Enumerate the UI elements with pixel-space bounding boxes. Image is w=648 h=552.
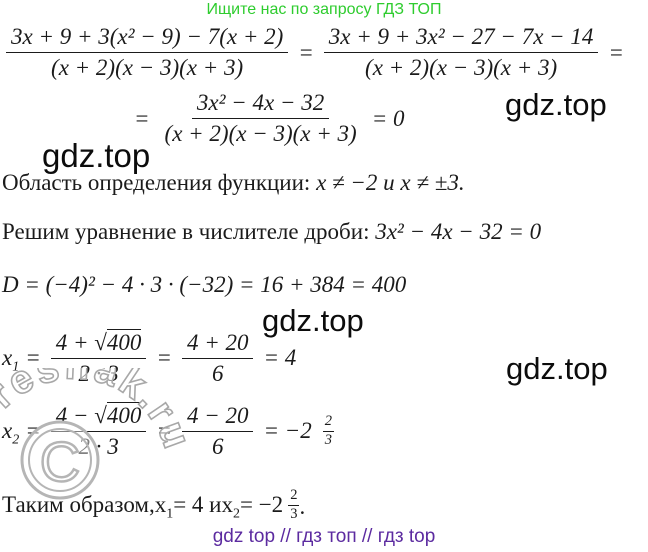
x1-line: x1 = 4 + √400 2 · 3 = 4 + 20 6 = 4 [2, 329, 302, 388]
numerator-equation-line: Решим уравнение в числителе дроби: 3x² −… [2, 219, 541, 245]
radicand: 400 [106, 329, 142, 355]
equation-line-2: = 3x² − 4x − 32 (x + 2)(x − 3)(x + 3) = … [128, 90, 410, 148]
equals-sign: = [608, 39, 624, 65]
equals-sign: = [25, 345, 41, 371]
fraction-2: 3x + 9 + 3x² − 27 − 7x − 14 (x + 2)(x − … [323, 24, 599, 82]
x1-fraction-2-denominator: 6 [211, 360, 224, 386]
radical-sign: √ [94, 403, 107, 428]
fraction-1-numerator: 3x + 9 + 3(x² − 9) − 7(x + 2) [6, 24, 289, 54]
reshak-watermark: C reshak.ru [0, 368, 198, 500]
conclusion-tail: = −2 [239, 492, 284, 518]
conclusion-label: Таким образом, [2, 492, 155, 518]
radical-sign: √ [94, 330, 107, 355]
fraction-2-denominator: (x + 2)(x − 3)(x + 3) [365, 55, 558, 81]
numerator-math: 3x² − 4x − 32 = 0 [375, 219, 542, 244]
gdz-watermark-2: gdz.top [42, 137, 151, 174]
conclusion-mixed-denominator: 3 [290, 505, 298, 522]
x1-variable: x1 [2, 345, 20, 376]
x1-fraction-1-denominator: 2 · 3 [78, 361, 119, 387]
fraction-3-numerator: 3x² − 4x − 32 [191, 90, 330, 120]
x1-result: = 4 [263, 345, 297, 371]
copyright-letter: C [40, 430, 80, 493]
conclusion-x1: x1 [154, 492, 174, 523]
x2-fraction-2-numerator: 4 − 20 [181, 403, 254, 432]
copyright-ring-inner [28, 428, 92, 492]
domain-line: Область определения функции: x ≠ −2 и x … [2, 170, 465, 196]
x2-mixed-fraction: 2 3 [322, 413, 335, 449]
x2-line: x2 = 4 − √400 2 · 3 = 4 − 20 6 = −2 2 3 [2, 402, 335, 461]
x1-fraction-1: 4 + √400 2 · 3 [50, 329, 147, 388]
x2-subscript: 2 [12, 433, 20, 449]
conclusion-mid: = 4 и [173, 492, 222, 518]
conclusion-mixed-numerator: 2 [288, 487, 300, 506]
discriminant-line: D = (−4)² − 4 · 3 · (−32) = 16 + 384 = 4… [2, 272, 407, 297]
x2-mixed-numerator: 2 [322, 413, 335, 432]
footer-tags: gdz top // гдз топ // гдз top [212, 526, 436, 547]
copyright-ring-outer [20, 420, 100, 500]
x1-fraction-2: 4 + 20 6 [181, 330, 254, 388]
domain-label: Область определения функции: [2, 170, 317, 195]
conclusion-line: Таким образом, x1 = 4 и x2 = −2 2 3 . [2, 487, 306, 523]
fraction-2-numerator: 3x + 9 + 3x² − 27 − 7x − 14 [323, 24, 599, 54]
numerator-label: Решим уравнение в числителе дроби: [2, 219, 376, 244]
x2-fraction-2: 4 − 20 6 [181, 403, 254, 461]
conclusion-x2: x2 [221, 492, 240, 523]
fraction-3-denominator: (x + 2)(x − 3)(x + 3) [164, 121, 357, 147]
gdz-watermark-4: gdz.top [506, 351, 608, 386]
radicand: 400 [106, 402, 142, 428]
conclusion-mixed-fraction: 2 3 [288, 487, 300, 523]
gdz-watermark-1: gdz.top [505, 87, 607, 122]
conclusion-period: . [299, 493, 306, 519]
x2-variable: x2 [2, 418, 20, 449]
fraction-1-denominator: (x + 2)(x − 3)(x + 3) [51, 55, 244, 81]
x1-fraction-1-numerator: 4 + √400 [50, 329, 147, 360]
x1-subscript: 1 [12, 360, 20, 376]
equals-sign: = [156, 345, 172, 371]
equals-zero: = 0 [371, 105, 405, 131]
equals-sign: = [298, 39, 314, 65]
domain-math: x ≠ −2 и x ≠ ±3. [316, 170, 465, 195]
x2-fraction-2-denominator: 6 [211, 433, 224, 459]
promo-banner-text: Ищите нас по запросу ГДЗ ТОП [206, 1, 442, 18]
equation-line-1: 3x + 9 + 3(x² − 9) − 7(x + 2) (x + 2)(x … [2, 24, 630, 82]
x2-result: = −2 [263, 418, 312, 444]
equals-sign: = [156, 418, 172, 444]
x2-mixed-denominator: 3 [324, 431, 333, 448]
x1-fraction-2-numerator: 4 + 20 [181, 330, 254, 359]
fraction-3: 3x² − 4x − 32 (x + 2)(x − 3)(x + 3) [160, 90, 362, 148]
fraction-1: 3x + 9 + 3(x² − 9) − 7(x + 2) (x + 2)(x … [6, 24, 289, 82]
equals-sign: = [134, 105, 150, 131]
gdz-watermark-3: gdz.top [262, 303, 364, 338]
